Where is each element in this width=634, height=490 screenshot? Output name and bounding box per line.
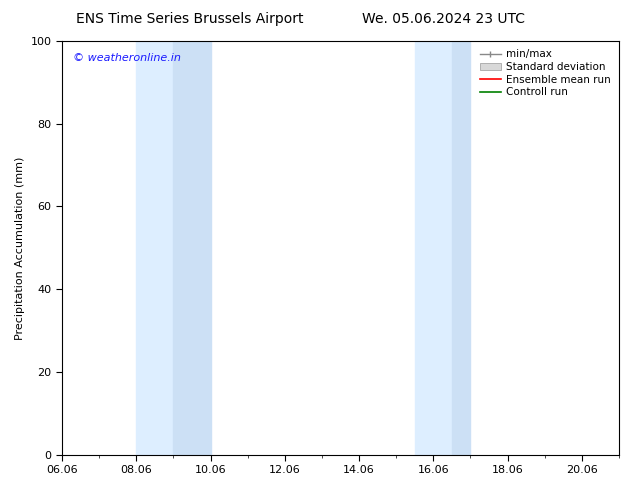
Bar <box>173 41 210 455</box>
Bar <box>415 41 452 455</box>
Legend: min/max, Standard deviation, Ensemble mean run, Controll run: min/max, Standard deviation, Ensemble me… <box>477 46 614 100</box>
Text: We. 05.06.2024 23 UTC: We. 05.06.2024 23 UTC <box>362 12 526 26</box>
Text: ENS Time Series Brussels Airport: ENS Time Series Brussels Airport <box>77 12 304 26</box>
Bar <box>136 41 173 455</box>
Y-axis label: Precipitation Accumulation (mm): Precipitation Accumulation (mm) <box>15 156 25 340</box>
Bar <box>452 41 470 455</box>
Text: © weatheronline.in: © weatheronline.in <box>73 53 181 64</box>
